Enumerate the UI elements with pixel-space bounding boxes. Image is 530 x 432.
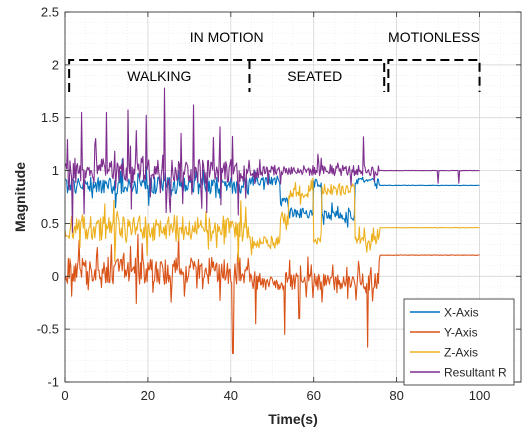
- x-tick-label: 60: [306, 388, 320, 403]
- y-tick-label: 2.5: [41, 5, 59, 20]
- annotation-seated: SEATED: [287, 68, 342, 84]
- y-tick-label: -1: [47, 375, 59, 390]
- series-line-x-axis: [64, 158, 480, 228]
- bracket-motionless: [387, 59, 481, 92]
- x-tick-label: 20: [141, 388, 155, 403]
- x-tick-label: 40: [224, 388, 238, 403]
- annotation-in-motion: IN MOTION: [190, 29, 264, 45]
- annotations: IN MOTION MOTIONLESS WALKING SEATED: [68, 29, 481, 92]
- legend-box: [403, 298, 515, 386]
- legend-label: Y-Axis: [444, 326, 478, 340]
- series-line-y-axis: [64, 233, 480, 355]
- y-tick-label: 1: [52, 163, 59, 178]
- x-tick-label: 0: [61, 388, 68, 403]
- x-axis-label: Time(s): [268, 411, 318, 427]
- legend-label: Resultant R: [444, 366, 507, 380]
- y-axis-label: Magnitude: [12, 162, 28, 232]
- y-tick-label: 0: [52, 269, 59, 284]
- bracket-in-motion: [68, 59, 386, 92]
- y-tick-label: 0.5: [41, 216, 59, 231]
- series-line-z-axis: [64, 177, 480, 263]
- y-tick-label: -0.5: [37, 322, 59, 337]
- annotation-walking: WALKING: [127, 68, 191, 84]
- x-tick-label: 80: [389, 388, 403, 403]
- legend: X-Axis Y-Axis Z-Axis Resultant R: [403, 298, 515, 386]
- legend-label: Z-Axis: [444, 346, 478, 360]
- series-lines: [64, 87, 480, 355]
- plot-frame: [64, 11, 522, 383]
- series-line-resultant-r: [64, 87, 480, 233]
- x-tick-label: 100: [469, 388, 491, 403]
- y-tick-label: 2: [52, 57, 59, 72]
- legend-label: X-Axis: [444, 306, 479, 320]
- y-tick-label: 1.5: [41, 110, 59, 125]
- tick-labels: 0 20 40 60 80 100 -1 -0.5 0 0.5 1 1.5 2 2.5: [37, 5, 491, 404]
- annotation-motionless: MOTIONLESS: [388, 29, 480, 45]
